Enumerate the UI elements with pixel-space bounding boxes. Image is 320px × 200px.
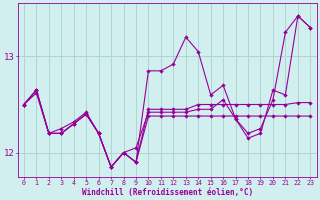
X-axis label: Windchill (Refroidissement éolien,°C): Windchill (Refroidissement éolien,°C)	[82, 188, 253, 197]
